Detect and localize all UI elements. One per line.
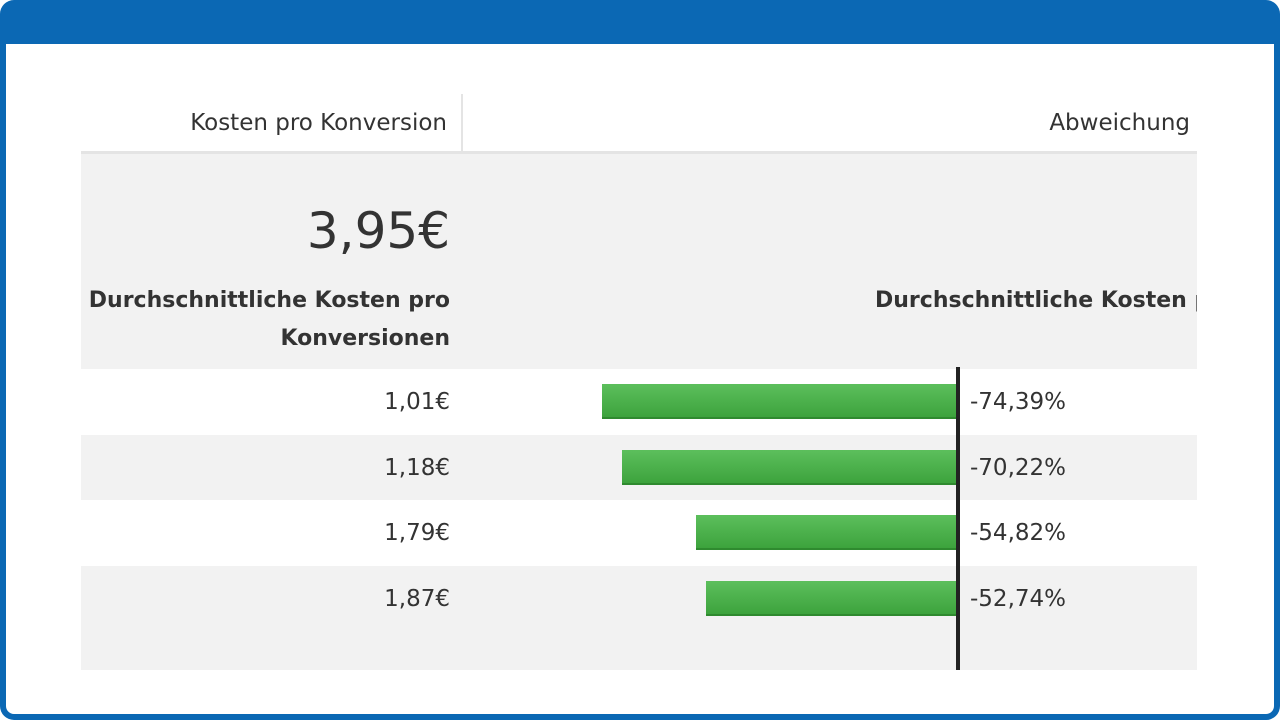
- deviation-bar: [602, 384, 958, 419]
- column-header-cost[interactable]: Kosten pro Konversion: [81, 94, 463, 151]
- deviation-value: -52,74%: [970, 586, 1066, 612]
- table-row[interactable]: 1,01€ -74,39%: [81, 369, 1197, 435]
- deviation-bar: [705, 581, 958, 616]
- comparison-table: Kosten pro Konversion Abweichung 3,95€ D…: [81, 94, 1197, 670]
- summary-row: 3,95€ Durchschnittliche Kosten pro Konve…: [81, 154, 1197, 369]
- table-row[interactable]: 1,79€ -54,82%: [81, 500, 1197, 566]
- cost-cell: 1,87€: [384, 586, 450, 612]
- deviation-value: -70,22%: [970, 455, 1066, 481]
- table-header: Kosten pro Konversion Abweichung: [81, 94, 1197, 154]
- deviation-bar: [622, 450, 958, 485]
- cost-cell: 1,79€: [384, 520, 450, 546]
- table-row[interactable]: 1,18€ -70,22%: [81, 435, 1197, 501]
- column-header-deviation[interactable]: Abweichung: [1049, 109, 1190, 136]
- zero-axis-line: [956, 367, 960, 670]
- table-footer-space: [81, 632, 1197, 670]
- cost-cell: 1,18€: [384, 455, 450, 481]
- deviation-value: -54,82%: [970, 520, 1066, 546]
- cost-cell: 1,01€: [384, 389, 450, 415]
- deviation-summary-label: Durchschnittliche Kosten p: [875, 288, 1197, 313]
- average-cost-value: 3,95€: [306, 202, 450, 260]
- deviation-bar: [695, 515, 958, 550]
- deviation-value: -74,39%: [970, 389, 1066, 415]
- table-row[interactable]: 1,87€ -52,74%: [81, 566, 1197, 632]
- average-cost-label: Durchschnittliche Kosten pro Konversione…: [88, 288, 450, 351]
